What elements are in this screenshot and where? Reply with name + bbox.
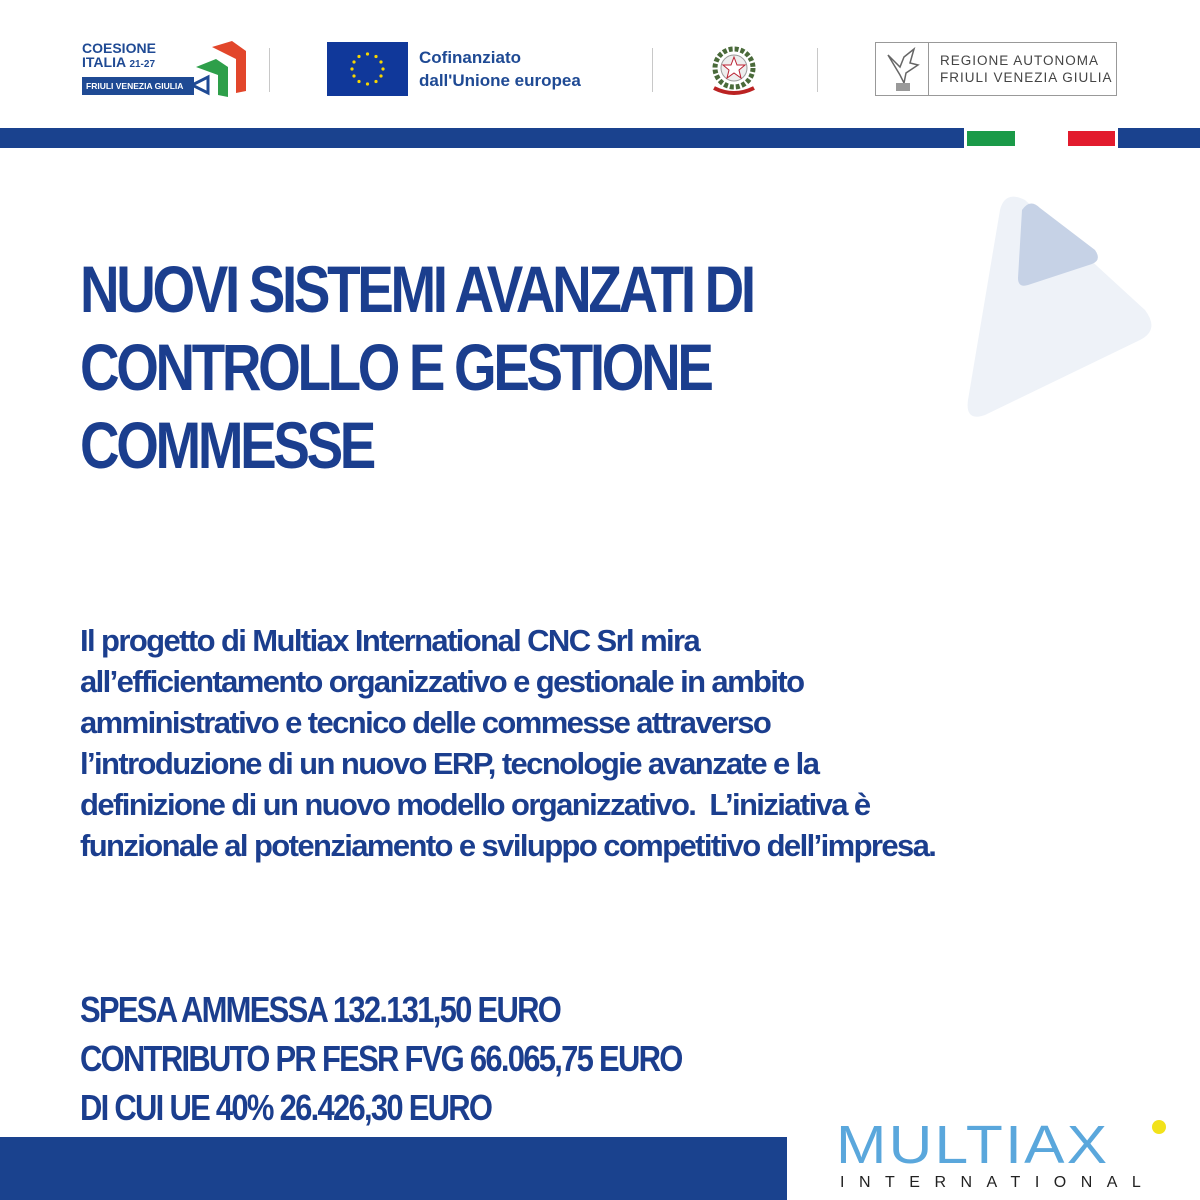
top-band <box>0 128 1200 148</box>
project-description: Il progetto di Multiax International CNC… <box>80 620 937 866</box>
coesione-years: 21-27 <box>129 59 156 70</box>
multiax-logo: MULTIAX INTERNATIONAL <box>836 1118 1176 1196</box>
eu-line1: Cofinanziato <box>419 48 521 67</box>
description-line: all’efficientamento organizzativo e gest… <box>80 664 805 699</box>
divider <box>269 48 270 92</box>
coesione-region: FRIULI VENEZIA GIULIA <box>82 77 194 95</box>
italy-emblem-icon <box>712 46 756 95</box>
coesione-line2: ITALIA <box>82 54 126 70</box>
bottom-band <box>0 1137 787 1200</box>
description-line: l’introduzione di un nuovo ERP, tecnolog… <box>80 746 820 781</box>
page-title: NUOVI SISTEMI AVANZATI DI CONTROLLO E GE… <box>80 250 756 484</box>
divider <box>652 48 653 92</box>
brand-subtitle: INTERNATIONAL <box>840 1174 1156 1191</box>
eu-cofinanced-text: Cofinanziato dall'Unione europea <box>419 46 581 92</box>
funding-line-ue: DI CUI UE 40% 26.426,30 EURO <box>80 1087 493 1128</box>
divider <box>928 43 929 95</box>
flag-green <box>967 131 1015 146</box>
description-line: funzionale al potenziamento e sviluppo c… <box>80 828 937 863</box>
eu-flag-icon <box>327 42 408 96</box>
eagle-icon <box>887 47 920 91</box>
region-line1: REGIONE AUTONOMA <box>940 53 1100 68</box>
description-line: Il progetto di Multiax International CNC… <box>80 623 701 658</box>
title-line: NUOVI SISTEMI AVANZATI DI <box>80 252 756 326</box>
divider <box>817 48 818 92</box>
eu-line2: dall'Unione europea <box>419 71 581 90</box>
brand-dot-icon <box>1152 1120 1166 1134</box>
flag-red <box>1068 131 1115 146</box>
play-triangle-decoration <box>967 196 1152 417</box>
funding-summary: SPESA AMMESSA 132.131,50 EURO CONTRIBUTO… <box>80 985 683 1132</box>
region-logo <box>875 42 1117 96</box>
title-line: COMMESSE <box>80 408 376 482</box>
description-line: definizione di un nuovo modello organizz… <box>80 787 871 822</box>
coesione-logo: COESIONE ITALIA 21-27 FRIULI VENEZIA GIU… <box>82 41 247 97</box>
brand-name: MULTIAX <box>836 1115 1110 1175</box>
region-text: REGIONE AUTONOMA FRIULI VENEZIA GIULIA <box>940 52 1113 86</box>
title-line: CONTROLLO E GESTIONE <box>80 330 714 404</box>
region-line2: FRIULI VENEZIA GIULIA <box>940 70 1113 85</box>
description-line: amministrativo e tecnico delle commesse … <box>80 705 772 740</box>
coesione-arrows-icon <box>192 41 246 97</box>
funding-line-spesa: SPESA AMMESSA 132.131,50 EURO <box>80 989 562 1030</box>
coesione-line1: COESIONE <box>82 40 156 56</box>
funding-line-contributo: CONTRIBUTO PR FESR FVG 66.065,75 EURO <box>80 1038 683 1079</box>
